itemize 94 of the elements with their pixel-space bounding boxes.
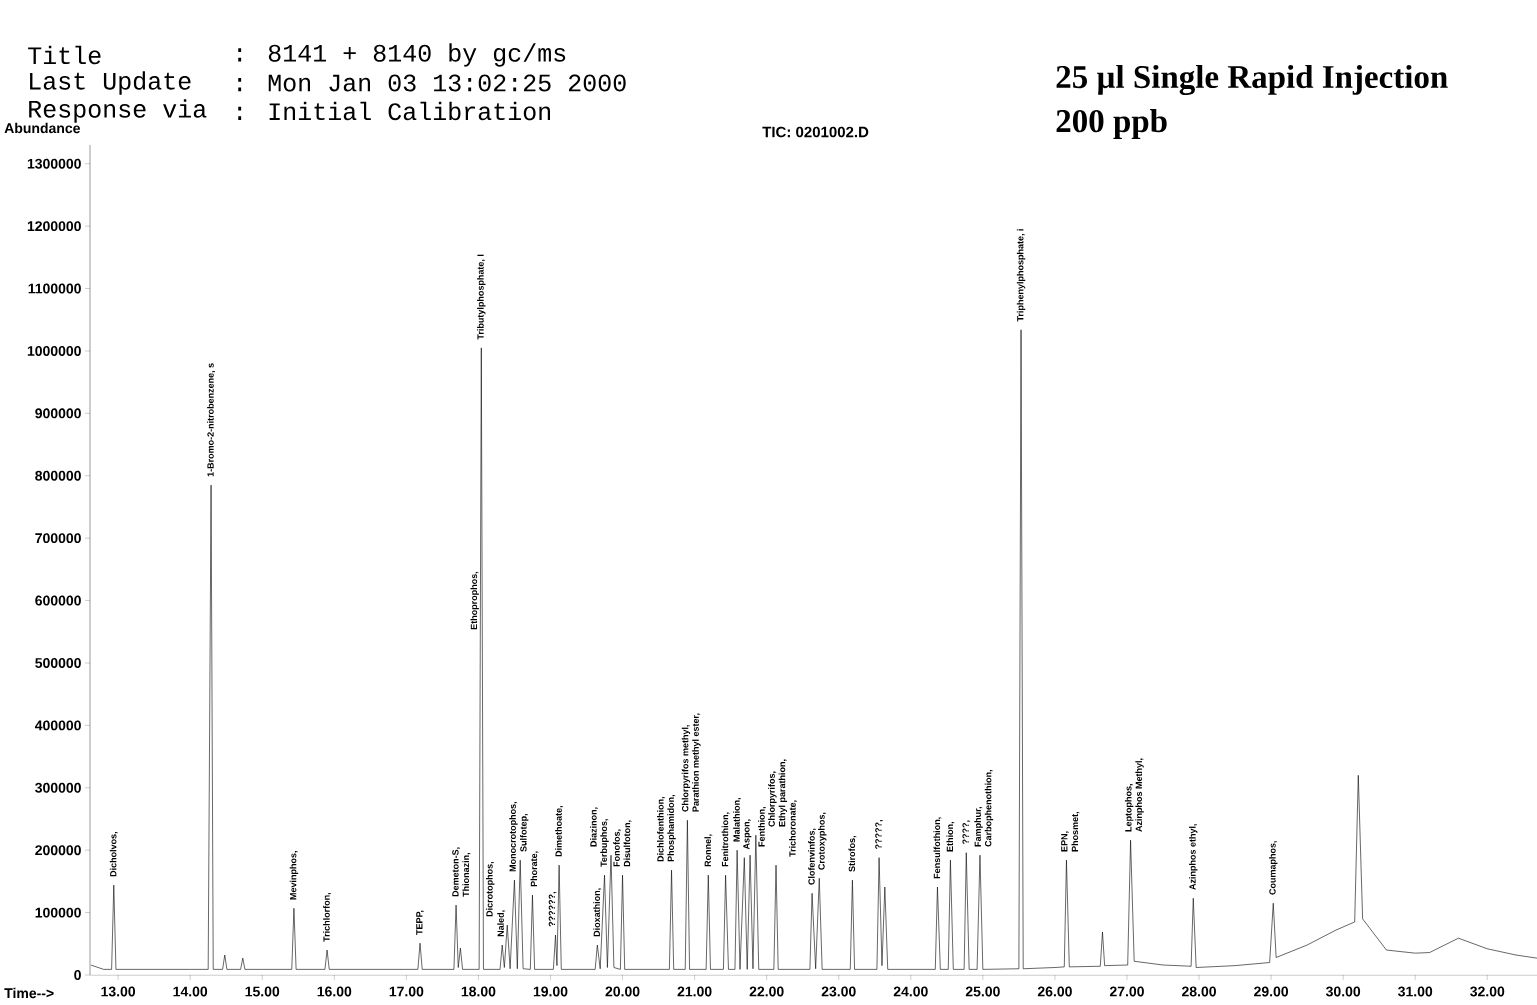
annotation: Dimethoate, [555, 806, 564, 857]
annotation: Fenitrothion, [721, 812, 730, 867]
x-tick-label: 15.00 [245, 986, 280, 997]
annotation: Demeton-S, [452, 847, 460, 897]
text: : 8141 + 8140 by gc/ms [238, 43, 566, 67]
annotation: Azinphos ethyl, [1189, 824, 1198, 890]
annotation: Carbophenothion, [984, 770, 994, 847]
chart-title: 25 µl Single Rapid Injection [1056, 64, 1448, 96]
text: Last Update [30, 71, 191, 95]
annotation: Phosphamidon, [667, 795, 676, 862]
annotation: Malathion, [733, 798, 742, 842]
x-tick-label: 13.00 [101, 986, 136, 997]
x-axis-title: Time--> [4, 987, 54, 999]
y-tick-label: 100000 [35, 907, 81, 918]
y-tick-label: 800000 [35, 470, 81, 481]
y-tick-label: 0 [74, 970, 81, 980]
annotation: Leptophos, [1124, 784, 1134, 832]
text: TIC: 0201002.D [762, 126, 869, 138]
annotation: TEPP, [416, 910, 424, 935]
x-tick-label: 19.00 [533, 986, 568, 997]
annotation: Famphur, [974, 807, 983, 847]
x-tick-label: 20.00 [605, 986, 640, 997]
x-tick-label: 27.00 [1109, 986, 1144, 997]
annotation: Stirofos, [848, 836, 857, 872]
x-tick-label: 17.00 [389, 986, 424, 997]
text: Response via [29, 99, 207, 123]
annotation: Dicholvos, [109, 832, 118, 877]
y-axis-title: Abundance [4, 122, 80, 134]
x-tick-label: 28.00 [1182, 986, 1216, 997]
annotation: Clofenvinfos, [808, 828, 817, 885]
x-tick-label: 24.00 [893, 986, 928, 997]
annotation: Fenthion, [758, 807, 767, 847]
annotation: Phorate, [530, 851, 539, 887]
annotation: Sulfotep, [520, 814, 529, 852]
chart-subtitle: 200 ppb [1056, 109, 1167, 139]
annotation: Monocrotophos, [509, 802, 518, 872]
annotation: Disulfoton, [623, 820, 632, 867]
y-tick-label: 700000 [35, 533, 81, 544]
annotation: Thionazin, [462, 853, 471, 897]
x-tick-label: 23.00 [821, 986, 856, 997]
x-tick-label: 14.00 [173, 986, 208, 997]
y-tick-label: 1100000 [28, 283, 81, 294]
annotation: Terbuphos, [600, 819, 609, 867]
annotation: ??????, [548, 891, 557, 927]
annotation: 1-Bromo-2-nitrobenzene, s [207, 363, 216, 477]
y-tick-label: 400000 [34, 720, 81, 731]
annotation: Chlorpyrifos, [768, 771, 777, 827]
text: : Initial Calibration [238, 101, 550, 121]
annotation: Ronnel, [704, 834, 713, 867]
annotation: Azinphos Methyl, [1135, 758, 1144, 832]
text: : Mon Jan 03 13:02:25 2000 [238, 74, 626, 92]
annotation: Chlorpyrifos methyl, [681, 725, 691, 812]
x-tick-label: 22.00 [749, 986, 784, 997]
annotation: Fensulfothion, [933, 817, 942, 879]
y-tick-label: 1300000 [27, 158, 81, 169]
annotation: Fonofos, [613, 829, 622, 867]
x-tick-label: 32.00 [1470, 986, 1505, 997]
x-tick-label: 31.00 [1398, 986, 1433, 997]
annotation: Ethoprophos, [470, 571, 479, 630]
annotation: Triphenylphosphate, i [1016, 229, 1026, 322]
x-tick-label: 18.00 [461, 986, 496, 997]
annotation: Ethyl parathion, [778, 759, 788, 827]
annotation: Coumaphos, [1269, 841, 1278, 895]
text: Title [28, 45, 101, 65]
x-tick-label: 25.00 [965, 986, 1000, 997]
y-tick-label: 1000000 [27, 345, 81, 356]
annotation: Crotoxyphos, [818, 812, 827, 870]
y-tick-label: 1200000 [27, 221, 81, 232]
annotation: Dioxathion, [593, 888, 602, 937]
x-tick-label: 21.00 [677, 986, 712, 997]
annotation: Naled, [497, 910, 506, 937]
annotation: Tributylphosphate, I [477, 254, 486, 340]
annotation: Trichlorfon, [323, 892, 332, 942]
annotation: Dichlofenthion, [657, 797, 665, 862]
x-tick-label: 26.00 [1037, 986, 1072, 997]
annotation: Diazinon, [590, 807, 598, 847]
y-tick-label: 300000 [35, 782, 81, 793]
annotation: Mevinphos, [289, 851, 299, 900]
x-tick-label: 29.00 [1254, 986, 1289, 997]
annotation: ?????, [875, 820, 883, 850]
y-tick-label: 200000 [35, 845, 81, 856]
annotation: Parathion methyl ester, [692, 713, 701, 812]
x-tick-label: 16.00 [317, 986, 352, 997]
annotation: Dicrotophos, [486, 861, 495, 917]
annotation: EPN, [1061, 831, 1069, 852]
x-tick-label: 30.00 [1325, 986, 1361, 997]
annotation: Ethion, [946, 822, 955, 852]
annotation: Phosmet, [1071, 812, 1080, 852]
y-tick-label: 500000 [35, 658, 81, 668]
annotation: ????, [962, 820, 971, 845]
y-tick-label: 600000 [35, 595, 81, 606]
y-tick-label: 900000 [35, 408, 81, 419]
annotation: Aspon, [743, 819, 752, 850]
annotation: Trichoronate, [789, 800, 797, 857]
